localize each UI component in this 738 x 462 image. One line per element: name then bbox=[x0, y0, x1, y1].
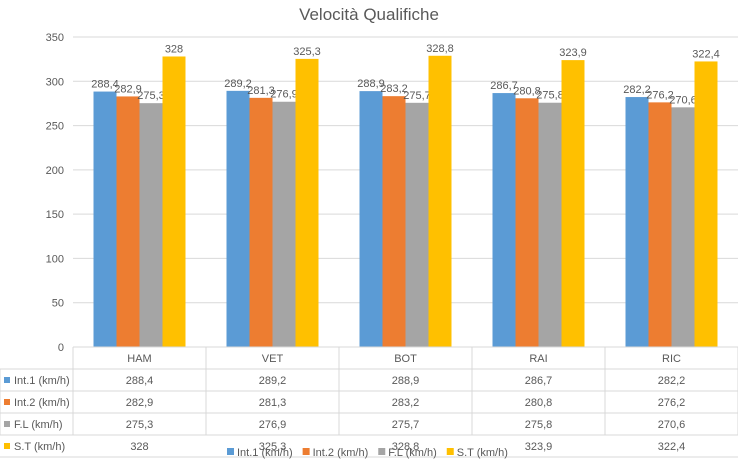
table-cell: 289,2 bbox=[259, 375, 287, 387]
legend-entry: S.T (km/h) bbox=[457, 447, 508, 459]
bar bbox=[359, 91, 383, 347]
data-label: 270,6 bbox=[669, 94, 697, 106]
x-category-label: BOT bbox=[394, 353, 417, 365]
x-category-label: VET bbox=[262, 353, 284, 365]
table-cell: 276,2 bbox=[658, 397, 686, 409]
data-label: 286,7 bbox=[490, 80, 518, 92]
bar bbox=[428, 55, 452, 348]
bar bbox=[295, 58, 319, 348]
legend-swatch bbox=[378, 448, 386, 455]
data-label: 275,7 bbox=[403, 90, 431, 102]
bar bbox=[405, 102, 429, 348]
bar bbox=[249, 97, 273, 347]
data-label: 275,3 bbox=[137, 90, 165, 102]
data-label: 323,9 bbox=[559, 47, 587, 59]
table-cell: 275,8 bbox=[525, 419, 553, 431]
data-label: 325,3 bbox=[293, 46, 321, 58]
bar bbox=[625, 97, 649, 348]
table-cell: 283,2 bbox=[392, 397, 420, 409]
y-tick-label: 350 bbox=[46, 32, 64, 44]
data-label: 288,9 bbox=[357, 78, 385, 90]
table-cell: 282,9 bbox=[126, 397, 154, 409]
legend-entry: Int.2 (km/h) bbox=[313, 447, 369, 459]
bar bbox=[93, 91, 117, 347]
bar bbox=[694, 61, 718, 348]
table-cell: 275,3 bbox=[126, 419, 154, 431]
table-cell: 270,6 bbox=[658, 419, 686, 431]
y-tick-label: 200 bbox=[46, 165, 64, 177]
table-row-header: S.T (km/h) bbox=[14, 441, 65, 453]
legend-entry: F.L (km/h) bbox=[388, 447, 437, 459]
y-tick-label: 50 bbox=[52, 298, 64, 310]
table-cell: 288,4 bbox=[126, 375, 154, 387]
y-tick-label: 150 bbox=[46, 209, 64, 221]
table-cell: 281,3 bbox=[259, 397, 287, 409]
table-row-header: Int.2 (km/h) bbox=[14, 397, 70, 409]
legend-key bbox=[4, 443, 10, 449]
bar bbox=[671, 107, 695, 347]
bar bbox=[382, 96, 406, 347]
y-tick-label: 250 bbox=[46, 121, 64, 133]
legend-swatch bbox=[227, 448, 234, 455]
y-tick-label: 300 bbox=[46, 76, 64, 88]
bar bbox=[272, 101, 296, 347]
table-cell: 322,4 bbox=[658, 441, 686, 453]
table-cell: 288,9 bbox=[392, 375, 420, 387]
data-label: 276,2 bbox=[646, 89, 674, 101]
data-label: 276,9 bbox=[270, 89, 298, 101]
data-label: 283,2 bbox=[380, 83, 408, 95]
y-tick-label: 0 bbox=[58, 342, 64, 354]
legend-swatch bbox=[446, 448, 454, 455]
table-cell: 328,8 bbox=[392, 441, 420, 453]
bar bbox=[226, 90, 250, 347]
table-cell: 275,7 bbox=[392, 419, 420, 431]
data-label: 322,4 bbox=[692, 48, 720, 60]
data-label: 288,4 bbox=[91, 79, 119, 91]
table-cell: 325,3 bbox=[259, 441, 287, 453]
data-label: 289,2 bbox=[224, 78, 252, 90]
chart-title: Velocità Qualifiche bbox=[299, 5, 439, 24]
data-label: 275,8 bbox=[536, 90, 564, 102]
bar bbox=[162, 56, 186, 347]
bar bbox=[538, 102, 562, 347]
legend-entry: Int.1 (km/h) bbox=[237, 447, 293, 459]
data-label: 282,2 bbox=[623, 84, 651, 96]
x-category-label: HAM bbox=[127, 353, 151, 365]
table-cell: 282,2 bbox=[658, 375, 686, 387]
data-label: 281,3 bbox=[247, 85, 275, 97]
bar bbox=[648, 102, 672, 347]
table-row-header: F.L (km/h) bbox=[14, 419, 63, 431]
bar bbox=[116, 96, 140, 347]
bar bbox=[561, 60, 585, 348]
y-tick-label: 100 bbox=[46, 253, 64, 265]
x-category-label: RAI bbox=[529, 353, 547, 365]
legend-key bbox=[4, 377, 10, 383]
legend-key bbox=[4, 421, 10, 427]
bar bbox=[139, 103, 163, 347]
bar bbox=[515, 98, 539, 347]
table-cell: 328 bbox=[130, 441, 148, 453]
table-cell: 276,9 bbox=[259, 419, 287, 431]
table-cell: 280,8 bbox=[525, 397, 553, 409]
bar bbox=[492, 93, 516, 348]
data-label: 280,8 bbox=[513, 85, 541, 97]
data-label: 328 bbox=[165, 43, 183, 55]
data-label: 282,9 bbox=[114, 83, 142, 95]
table-cell: 323,9 bbox=[525, 441, 553, 453]
table-cell: 286,7 bbox=[525, 375, 553, 387]
legend-swatch bbox=[302, 448, 310, 455]
table-row-header: Int.1 (km/h) bbox=[14, 375, 70, 387]
legend-key bbox=[4, 399, 10, 405]
data-label: 328,8 bbox=[426, 43, 454, 55]
x-category-label: RIC bbox=[662, 353, 681, 365]
